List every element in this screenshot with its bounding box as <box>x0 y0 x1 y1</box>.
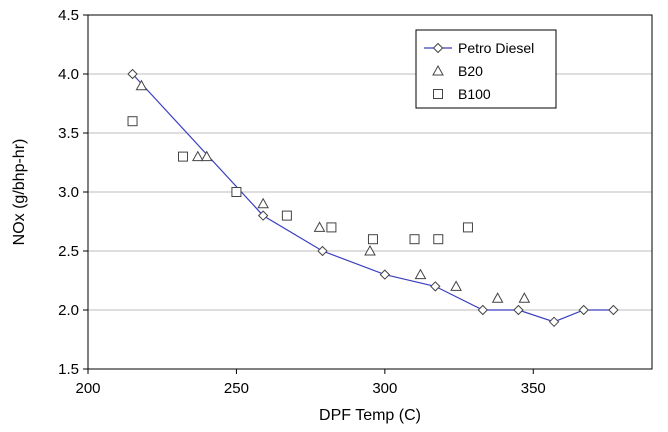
triangle-point <box>200 150 213 162</box>
legend-triangle-swatch <box>432 64 444 76</box>
y-axis-title: NOx (g/bhp-hr) <box>11 139 28 246</box>
diamond-point <box>578 304 589 316</box>
legend-square-swatch <box>433 89 443 99</box>
triangle-point <box>518 292 531 303</box>
y-tick-label: 2.0 <box>58 302 79 319</box>
legend-label: B100 <box>458 86 491 102</box>
triangle-point <box>491 292 504 303</box>
y-tick-label: 3.0 <box>58 184 79 201</box>
y-tick-label: 1.5 <box>58 361 79 378</box>
x-tick-label: 350 <box>521 380 546 397</box>
x-axis-title: DPF Temp (C) <box>319 407 421 424</box>
x-tick-label: 250 <box>224 380 249 397</box>
square-point <box>462 222 473 233</box>
square-point <box>433 234 444 245</box>
triangle-point <box>414 268 427 280</box>
series-square <box>127 116 473 245</box>
series-triangle <box>135 79 531 303</box>
square-point <box>231 187 242 197</box>
triangle-point <box>313 221 326 232</box>
square-point <box>367 234 378 245</box>
diamond-point <box>379 269 391 280</box>
legend-label: Petro Diesel <box>458 40 534 56</box>
y-tick-label: 2.5 <box>58 243 79 260</box>
diamond-point <box>127 68 138 80</box>
x-tick-label: 300 <box>372 380 397 397</box>
series-layer <box>127 68 619 328</box>
grid-lines <box>88 73 652 311</box>
legend-diamond-swatch <box>432 42 444 54</box>
y-axis-ticks: 1.5 2.0 2.5 3.0 3.5 4.0 4.5 <box>58 7 88 378</box>
x-tick-label: 200 <box>75 380 100 397</box>
triangle-point <box>364 244 376 256</box>
diamond-point <box>608 304 619 316</box>
legend: Petro Diesel B20 B100 <box>415 29 557 109</box>
square-point <box>177 151 188 162</box>
triangle-point <box>450 280 462 291</box>
square-point <box>127 116 138 127</box>
square-point <box>326 222 337 233</box>
y-tick-label: 4.5 <box>58 7 79 24</box>
series-line <box>132 73 614 323</box>
diamond-point <box>430 281 441 292</box>
square-point <box>281 210 292 221</box>
square-point <box>409 234 420 245</box>
triangle-point <box>257 197 269 209</box>
triangle-point <box>191 150 204 162</box>
diamond-point <box>513 304 524 316</box>
series-diamond <box>127 68 619 328</box>
y-tick-label: 3.5 <box>58 125 79 142</box>
diamond-point <box>477 304 489 316</box>
diamond-point <box>548 316 560 328</box>
y-tick-label: 4.0 <box>58 66 79 83</box>
diamond-point <box>257 210 269 221</box>
legend-label: B20 <box>458 63 483 79</box>
triangle-point <box>135 79 148 91</box>
diamond-point <box>317 245 328 257</box>
x-axis-ticks: 200 250 300 350 <box>75 369 546 397</box>
